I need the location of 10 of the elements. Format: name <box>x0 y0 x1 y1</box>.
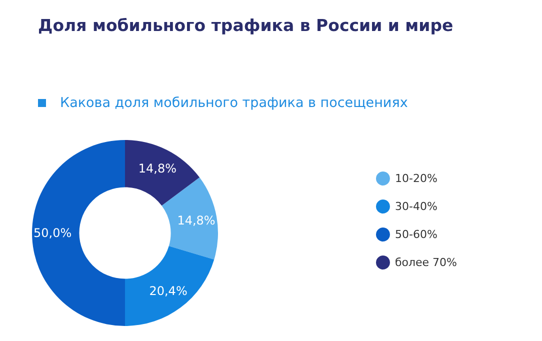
legend-label: 10-20% <box>394 172 438 185</box>
legend-label: 50-60% <box>394 228 438 241</box>
legend-label: 30-40% <box>394 200 438 213</box>
data-label: 20,4% <box>149 284 188 298</box>
data-label: 14,8% <box>177 213 216 228</box>
legend-label: более 70% <box>394 256 458 269</box>
chart-title: Доля мобильного трафика в России и мире <box>38 16 454 35</box>
data-label: 14,8% <box>138 161 177 176</box>
chart-subtitle: Какова доля мобильного трафика в посещениях <box>60 95 408 111</box>
data-label: 50,0% <box>34 226 72 240</box>
